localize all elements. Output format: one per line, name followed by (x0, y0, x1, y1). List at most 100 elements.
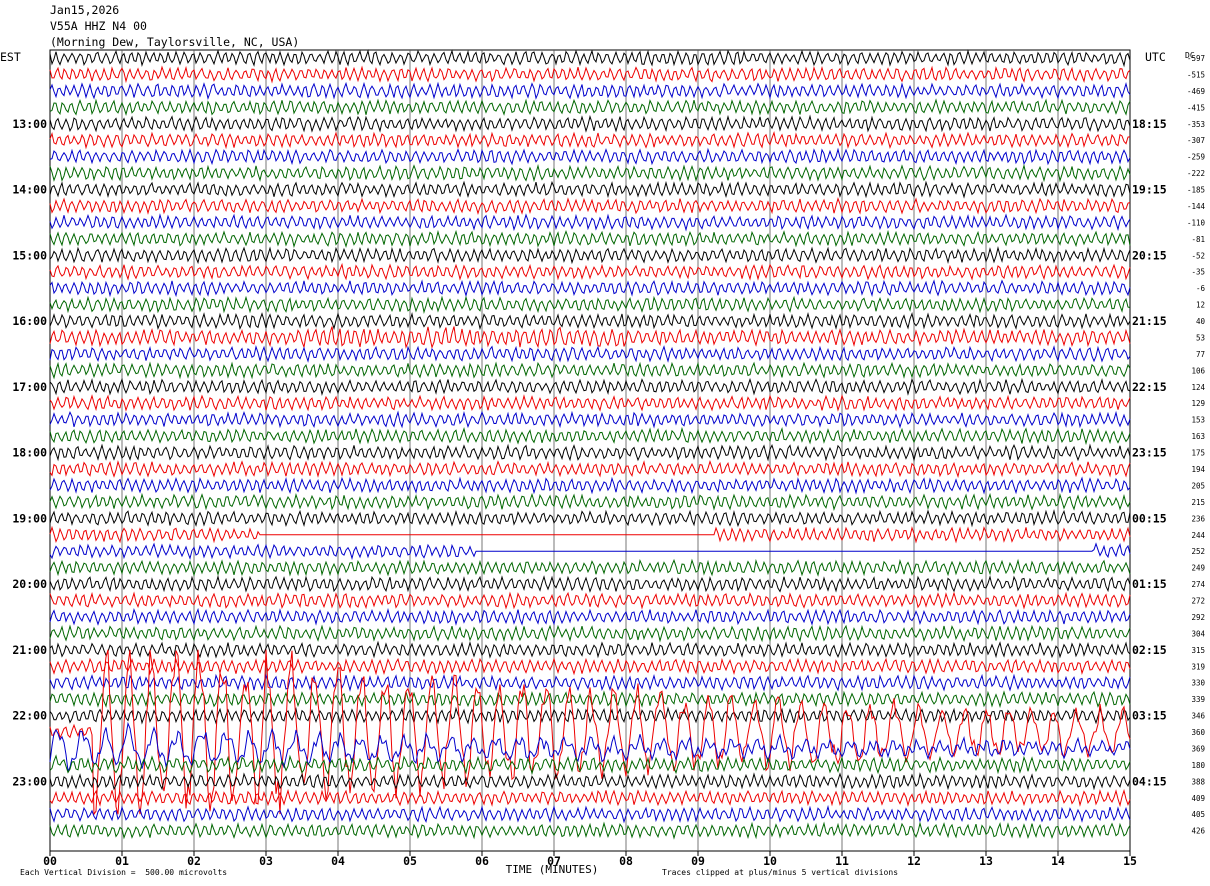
dc-offset-label: -222 (1187, 169, 1205, 178)
dc-offset-label: 236 (1191, 514, 1205, 523)
trace-row-20 (49, 377, 1131, 396)
dc-offset-label: 319 (1191, 662, 1205, 671)
trace-row-8 (49, 180, 1131, 199)
est-time-label: 16:00 (12, 314, 47, 328)
dc-offset-label: 304 (1191, 629, 1205, 638)
est-time-label: 15:00 (12, 248, 47, 262)
clip-note: Traces clipped at plus/minus 5 vertical … (662, 868, 899, 877)
utc-time-label: 01:15 (1132, 577, 1167, 591)
trace-row-35 (49, 624, 1131, 643)
dc-offset-label: -35 (1191, 268, 1205, 277)
trace-row-11 (49, 229, 1131, 249)
dc-offset-label: 40 (1196, 317, 1206, 326)
x-tick-label: 10 (763, 854, 777, 868)
trace-row-14 (49, 279, 1131, 298)
dc-offset-label: 426 (1191, 827, 1205, 836)
utc-time-label: 20:15 (1132, 248, 1167, 262)
trace-row-44 (49, 772, 1131, 791)
x-tick-label: 09 (691, 854, 705, 868)
x-tick-label: 05 (403, 854, 417, 868)
dc-offset-label: -52 (1191, 251, 1205, 260)
utc-time-label: 23:15 (1132, 446, 1167, 460)
trace-row-7 (49, 163, 1131, 183)
plot-frame (49, 49, 1131, 852)
utc-time-label: 22:15 (1132, 380, 1167, 394)
dc-offset-label: -469 (1187, 87, 1205, 96)
dc-offset-label: 369 (1191, 744, 1205, 753)
est-time-label: 17:00 (12, 380, 47, 394)
trace-row-17 (49, 326, 1131, 350)
scale-note: Each Vertical Division = 500.00 microvol… (20, 868, 228, 877)
x-tick-label: 06 (475, 854, 489, 868)
station-location: (Morning Dew, Taylorsville, NC, USA) (50, 35, 300, 49)
est-time-label: 13:00 (12, 117, 47, 131)
dc-offset-label: -353 (1187, 120, 1205, 129)
trace-row-43 (49, 754, 1131, 776)
dc-offset-label: 388 (1191, 777, 1205, 786)
dc-offset-label: 360 (1191, 728, 1205, 737)
dc-offset-label: 252 (1191, 547, 1205, 556)
trace-row-0 (49, 49, 1131, 68)
trace-row-1 (49, 65, 1131, 84)
dc-header-label: DC (1185, 51, 1195, 60)
x-tick-label: 11 (835, 854, 849, 868)
utc-time-label: 02:15 (1132, 643, 1167, 657)
dc-offset-label: -259 (1187, 153, 1205, 162)
trace-row-12 (49, 246, 1131, 265)
trace-row-45 (49, 788, 1131, 808)
trace-row-33 (49, 591, 1131, 610)
utc-time-label: 00:15 (1132, 511, 1167, 525)
trace-row-9 (49, 196, 1131, 216)
trace-row-34 (49, 607, 1131, 626)
dc-offset-label: -6 (1196, 284, 1206, 293)
trace-row-19 (49, 361, 1131, 380)
dc-offset-label: 244 (1191, 531, 1205, 540)
trace-row-5 (49, 131, 1131, 150)
est-time-label: 21:00 (12, 643, 47, 657)
trace-row-32 (49, 574, 1131, 593)
x-tick-label: 02 (187, 854, 201, 868)
dc-offset-label: 272 (1191, 597, 1205, 606)
utc-time-label: 18:15 (1132, 117, 1167, 131)
trace-row-18 (49, 344, 1131, 363)
dc-offset-label: 124 (1191, 383, 1205, 392)
x-tick-label: 07 (547, 854, 561, 868)
trace-row-15 (49, 295, 1131, 314)
trace-row-37 (49, 657, 1131, 676)
left-timezone-label: EST (0, 50, 21, 64)
dc-offset-label: 12 (1196, 301, 1205, 310)
dc-offset-label: 205 (1191, 481, 1205, 490)
trace-row-40 (49, 706, 1131, 725)
trace-row-41 (49, 649, 1131, 816)
trace-row-2 (49, 81, 1131, 101)
est-time-label: 14:00 (12, 183, 47, 197)
trace-row-26 (49, 476, 1131, 495)
chart-date: Jan15,2026 (50, 3, 120, 17)
x-tick-label: 14 (1051, 854, 1065, 868)
dc-offset-label: -110 (1187, 218, 1206, 227)
trace-row-6 (49, 147, 1131, 166)
dc-offset-label: 153 (1191, 416, 1205, 425)
trace-row-10 (49, 213, 1131, 232)
dc-offset-label: 339 (1191, 695, 1205, 704)
dc-offset-label: -515 (1187, 70, 1205, 79)
dc-offset-label: 129 (1191, 399, 1205, 408)
trace-row-29 (49, 525, 1131, 544)
x-tick-label: 00 (43, 854, 57, 868)
trace-row-24 (49, 443, 1131, 462)
est-time-label: 19:00 (12, 511, 47, 525)
dc-offset-label: 215 (1191, 498, 1205, 507)
x-axis-title: TIME (MINUTES) (506, 863, 599, 876)
trace-row-36 (49, 640, 1131, 659)
x-tick-label: 01 (115, 854, 129, 868)
dc-offset-label: 180 (1191, 761, 1205, 770)
x-tick-label: 12 (907, 854, 921, 868)
dc-offset-label: 53 (1196, 333, 1205, 342)
trace-row-25 (49, 459, 1131, 479)
dc-offset-label: -597 (1187, 54, 1205, 63)
est-time-label: 23:00 (12, 774, 47, 788)
dc-offset-label: 409 (1191, 794, 1205, 803)
dc-offset-label: 163 (1191, 432, 1205, 441)
utc-time-label: 04:15 (1132, 774, 1167, 788)
